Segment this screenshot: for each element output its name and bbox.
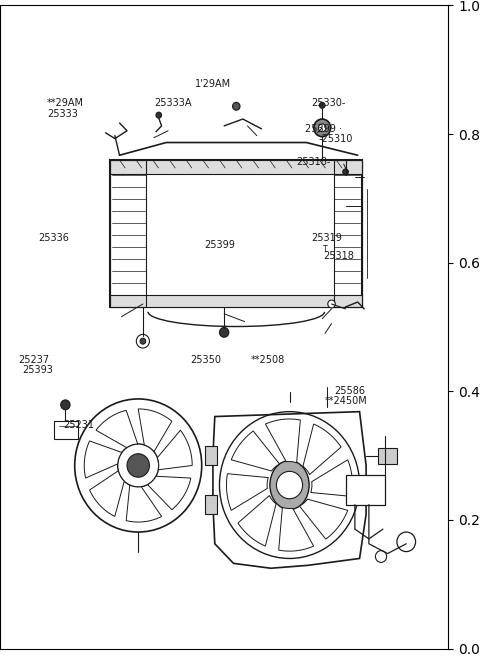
Polygon shape bbox=[227, 474, 268, 510]
Circle shape bbox=[318, 124, 326, 132]
Text: **2450M: **2450M bbox=[325, 396, 368, 406]
Circle shape bbox=[397, 532, 416, 552]
Text: **29AM: **29AM bbox=[47, 99, 84, 108]
Text: 25350: 25350 bbox=[191, 355, 221, 365]
Text: 25336: 25336 bbox=[38, 233, 69, 243]
Polygon shape bbox=[300, 499, 348, 539]
Circle shape bbox=[276, 471, 302, 499]
Text: 25318: 25318 bbox=[323, 251, 354, 261]
Polygon shape bbox=[303, 424, 341, 474]
Circle shape bbox=[219, 327, 229, 337]
Circle shape bbox=[319, 102, 325, 108]
Text: 25330-: 25330- bbox=[312, 99, 346, 108]
Bar bbox=[110, 295, 362, 307]
Circle shape bbox=[375, 551, 386, 562]
Circle shape bbox=[60, 400, 70, 410]
Polygon shape bbox=[147, 476, 191, 510]
Text: 25399 ·: 25399 · bbox=[305, 124, 342, 134]
Circle shape bbox=[127, 454, 149, 477]
Circle shape bbox=[136, 334, 149, 348]
Bar bbox=[110, 160, 362, 174]
Text: 1'29AM: 1'29AM bbox=[195, 79, 231, 89]
Polygon shape bbox=[126, 485, 162, 522]
Text: 25333A: 25333A bbox=[155, 99, 192, 108]
Circle shape bbox=[140, 338, 146, 344]
Circle shape bbox=[156, 112, 162, 118]
Bar bbox=[205, 495, 216, 514]
Circle shape bbox=[232, 102, 240, 110]
Bar bbox=[110, 160, 146, 307]
Circle shape bbox=[328, 300, 335, 308]
Polygon shape bbox=[157, 430, 192, 470]
Polygon shape bbox=[231, 431, 279, 471]
Text: 25333: 25333 bbox=[47, 108, 78, 118]
Circle shape bbox=[314, 119, 331, 137]
Polygon shape bbox=[265, 419, 300, 463]
Text: 25231: 25231 bbox=[63, 420, 94, 430]
Bar bbox=[54, 421, 77, 439]
Polygon shape bbox=[84, 441, 122, 478]
Polygon shape bbox=[311, 460, 352, 497]
Text: **2508: **2508 bbox=[251, 355, 285, 365]
Text: 25319: 25319 bbox=[312, 233, 342, 243]
Polygon shape bbox=[90, 471, 124, 516]
Text: 25399: 25399 bbox=[204, 240, 235, 250]
Circle shape bbox=[343, 169, 348, 175]
Text: T: T bbox=[323, 245, 327, 254]
Bar bbox=[110, 160, 362, 307]
Bar bbox=[346, 475, 385, 505]
Ellipse shape bbox=[270, 461, 309, 510]
Bar bbox=[378, 448, 397, 464]
Text: 25237: 25237 bbox=[18, 355, 49, 365]
Bar bbox=[335, 160, 362, 307]
Polygon shape bbox=[96, 411, 138, 447]
Text: -25310: -25310 bbox=[318, 133, 353, 144]
Text: 25393: 25393 bbox=[23, 365, 53, 375]
Bar bbox=[205, 446, 216, 466]
Polygon shape bbox=[138, 409, 172, 451]
Polygon shape bbox=[279, 507, 313, 551]
Text: 25318-: 25318- bbox=[296, 157, 330, 167]
Text: 25586: 25586 bbox=[334, 386, 365, 396]
Polygon shape bbox=[238, 495, 276, 546]
Polygon shape bbox=[213, 412, 366, 568]
